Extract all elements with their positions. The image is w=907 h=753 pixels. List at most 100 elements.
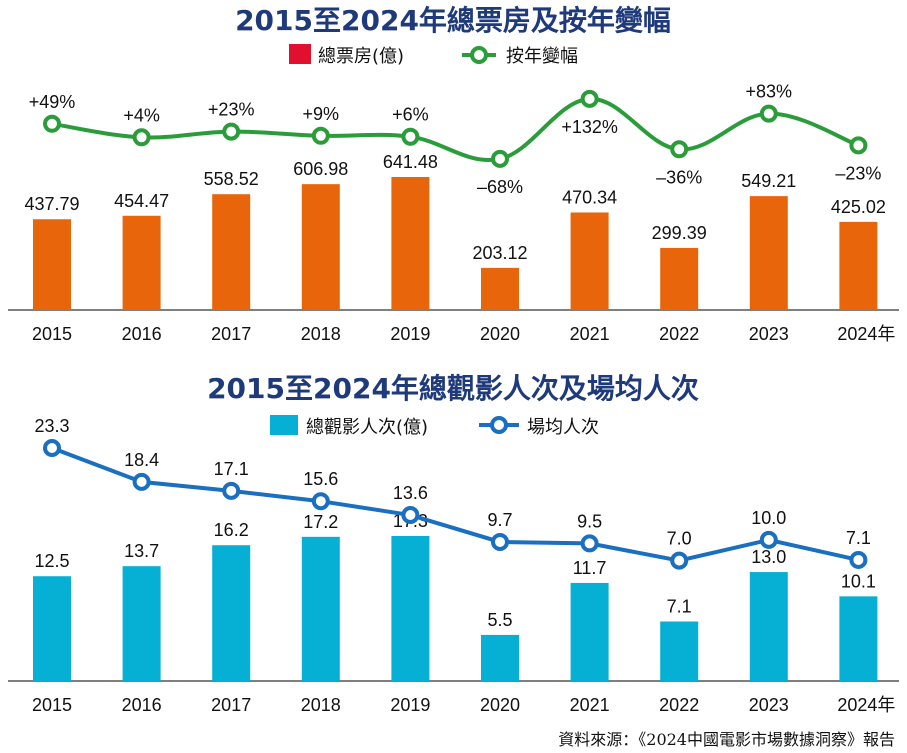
x-tick-label: 2015 <box>32 324 72 344</box>
line-value-label: 23.3 <box>34 416 69 436</box>
line-labels: +49% +4% +23% +9% +6% –68% +132% –36% +83% –23% <box>29 82 882 197</box>
x-tick-label: 2022 <box>659 695 699 715</box>
bar-2022 <box>660 621 699 681</box>
line-value-label: +6% <box>392 105 429 125</box>
line-value-label: +23% <box>208 100 255 120</box>
line-point <box>759 530 778 549</box>
x-tick-label: 2018 <box>301 695 341 715</box>
line-value-label: –68% <box>477 177 523 197</box>
line-point <box>132 472 151 491</box>
legend-bar-swatch <box>270 415 298 435</box>
line-labels: 23.3 18.4 17.1 15.6 13.6 9.7 9.5 7.0 10.0 7.1 <box>34 416 870 549</box>
line-points <box>43 89 868 168</box>
chart-title: 2015至2024年總觀影人次及場均人次 <box>207 372 699 405</box>
line-value-label: 7.0 <box>667 529 692 549</box>
line-value-label: 9.7 <box>487 510 512 530</box>
x-tick-label: 2024年 <box>837 695 895 715</box>
bar-2017 <box>212 194 251 310</box>
bar-value-label: 5.5 <box>487 610 512 630</box>
bar-2019 <box>391 536 430 681</box>
x-tick-label: 2015 <box>32 695 72 715</box>
bar-value-label: 454.47 <box>114 191 169 211</box>
bar-value-label: 299.39 <box>652 223 707 243</box>
line-value-label: 9.5 <box>577 511 602 531</box>
line-point <box>222 122 241 141</box>
line-value-label: 13.6 <box>393 483 428 503</box>
x-tick-label: 2016 <box>122 695 162 715</box>
line-point <box>43 114 61 133</box>
bar-value-label: 641.48 <box>383 152 438 172</box>
series-line <box>51 446 859 563</box>
bar-2021 <box>570 212 609 310</box>
line-point <box>759 104 778 123</box>
bar-value-label: 437.79 <box>24 194 79 214</box>
line-value-label: 15.6 <box>303 469 338 489</box>
line-point <box>222 481 241 500</box>
line-points <box>43 438 868 570</box>
bar-2024 <box>839 221 878 310</box>
bar-value-label: 10.1 <box>841 571 876 591</box>
bar-2016 <box>122 566 161 681</box>
line-point <box>580 534 599 553</box>
legend-line-label: 按年變幅 <box>506 46 578 67</box>
legend-line-label: 場均人次 <box>527 417 599 438</box>
line-value-label: +49% <box>29 92 76 112</box>
line-value-label: +132% <box>561 117 618 137</box>
line-point <box>401 127 420 146</box>
bars <box>33 177 878 310</box>
x-tick-label: 2020 <box>480 695 520 715</box>
series-line <box>51 96 860 163</box>
line-point <box>849 550 868 569</box>
bar-2023 <box>749 196 788 310</box>
line-point <box>670 140 689 159</box>
bar-value-label: 606.98 <box>293 159 348 179</box>
bar-labels: 437.79 454.47 558.52 606.98 641.48 203.12 470.… <box>24 152 885 263</box>
bar-value-label: 425.02 <box>831 197 886 217</box>
legend-bar-label: 總票房(億) <box>318 46 404 67</box>
bar-value-label: 470.34 <box>562 187 617 207</box>
line-point <box>580 89 599 108</box>
bar-2024 <box>839 596 878 681</box>
bar-2018 <box>301 184 340 310</box>
bar-value-label: 17.2 <box>303 512 338 532</box>
line-point <box>491 149 509 168</box>
line-value-label: 7.1 <box>846 528 871 548</box>
x-tick-label: 2023 <box>749 695 789 715</box>
x-tick-label: 2019 <box>390 324 430 344</box>
bar-2015 <box>33 576 71 681</box>
x-tick-label: 2021 <box>570 324 610 344</box>
bar-2020 <box>481 634 519 681</box>
bar-value-label: 13.7 <box>124 541 159 561</box>
line-value-label: –23% <box>835 163 881 183</box>
line-value-label: 10.0 <box>751 508 786 528</box>
bar-2018 <box>301 536 340 681</box>
x-tick-label: 2023 <box>749 324 789 344</box>
line-point <box>43 438 61 457</box>
bar-value-label: 549.21 <box>741 171 796 191</box>
line-value-label: +9% <box>303 104 340 124</box>
bar-value-label: 7.1 <box>667 596 692 616</box>
line-point <box>311 492 330 511</box>
line-point <box>401 506 420 525</box>
bar-value-label: 203.12 <box>472 243 527 263</box>
line-point <box>132 128 151 147</box>
bar-value-label: 558.52 <box>204 169 259 189</box>
line-value-label: +4% <box>123 105 160 125</box>
bar-2017 <box>212 545 251 681</box>
bar-2021 <box>570 582 609 681</box>
x-tick-labels: 2015 2016 2017 2018 2019 2020 2021 2022 2023 2024… <box>32 324 895 344</box>
source-note: 資料來源：《2024中國電影市場數據洞察》報告 <box>558 730 895 749</box>
x-tick-labels: 2015 2016 2017 2018 2019 2020 2021 2022 2023 2024… <box>32 695 895 715</box>
box-office-chart: 2015至2024年總票房及按年變幅 總票房(億) 按年變幅 437.79 454… <box>8 4 899 344</box>
line-value-label: 18.4 <box>124 450 159 470</box>
line-point <box>491 532 509 551</box>
bar-2016 <box>122 215 161 310</box>
x-tick-label: 2024年 <box>837 324 895 344</box>
legend-bar-swatch <box>289 44 311 64</box>
bar-value-label: 13.0 <box>751 547 786 567</box>
bar-2023 <box>749 572 788 681</box>
admissions-chart: 2015至2024年總觀影人次及場均人次 總觀影人次(億) 場均人次 12.5 1… <box>8 372 899 715</box>
x-tick-label: 2022 <box>659 324 699 344</box>
